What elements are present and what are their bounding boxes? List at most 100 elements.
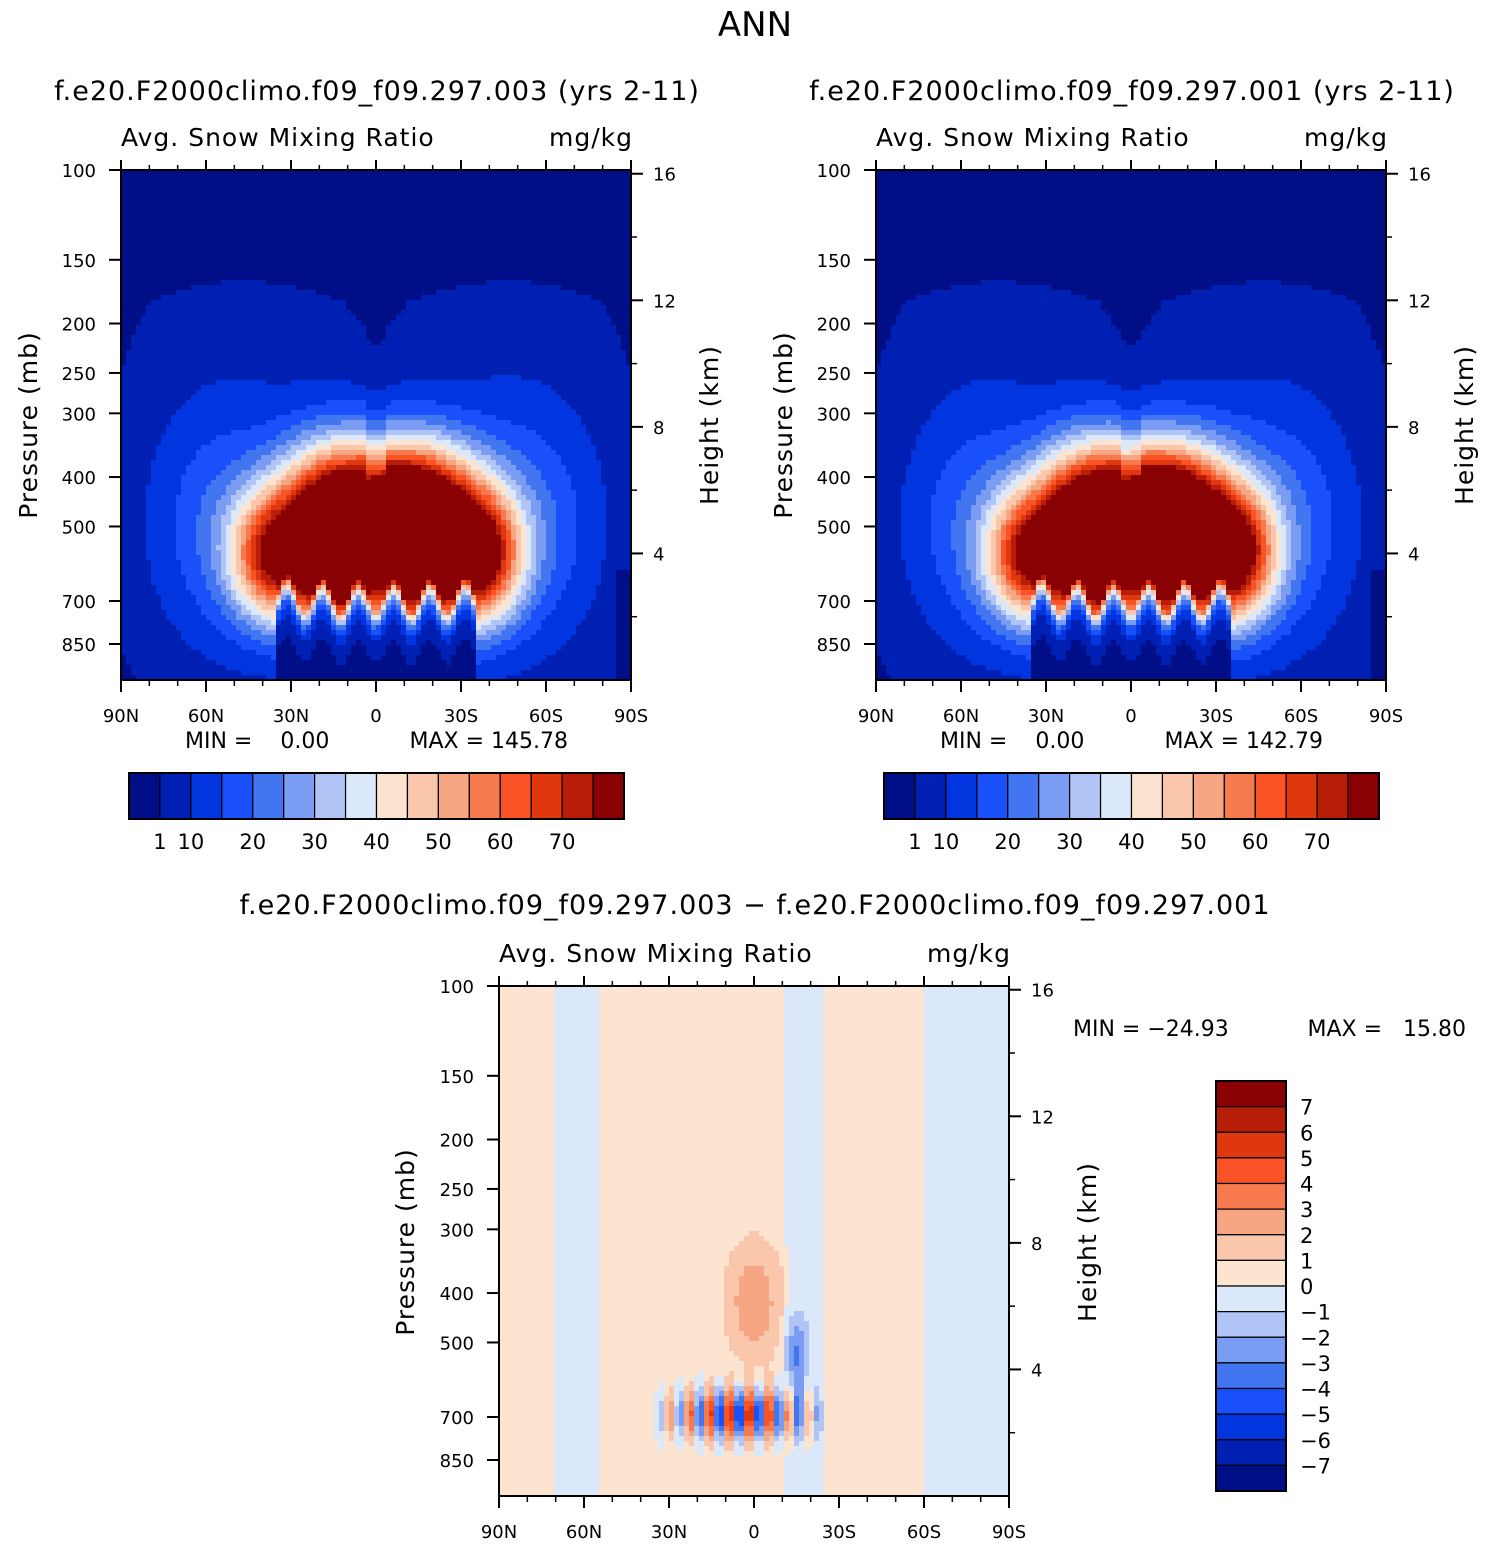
field-cell <box>336 260 342 266</box>
field-cell <box>206 390 212 396</box>
field-cell <box>386 260 392 266</box>
field-cell <box>471 315 477 321</box>
field-cell <box>206 315 212 321</box>
field-cell <box>496 320 502 326</box>
field-cell <box>246 200 252 206</box>
field-cell <box>246 400 252 406</box>
field-cell <box>556 335 562 341</box>
field-cell <box>326 230 332 236</box>
field-cell <box>576 215 582 221</box>
field-cell <box>606 390 612 396</box>
field-cell <box>516 365 522 371</box>
field-cell <box>581 210 587 216</box>
field-cell <box>366 220 372 226</box>
field-cell <box>366 240 372 246</box>
field-cell <box>271 325 277 331</box>
field-cell <box>216 190 222 196</box>
field-cell <box>241 265 247 271</box>
field-cell <box>351 280 357 286</box>
field-cell <box>421 370 427 376</box>
field-cell <box>526 400 532 406</box>
field-cell <box>556 240 562 246</box>
field-cell <box>351 265 357 271</box>
field-cell <box>421 180 427 186</box>
field-cell <box>426 275 432 281</box>
field-cell <box>371 265 377 271</box>
field-cell <box>376 340 382 346</box>
field-cell <box>581 325 587 331</box>
field-cell <box>201 230 207 236</box>
field-cell <box>141 255 147 261</box>
field-cell <box>131 325 137 331</box>
field-cell <box>186 320 192 326</box>
field-cell <box>541 230 547 236</box>
field-cell <box>136 235 142 241</box>
field-cell <box>571 325 577 331</box>
field-cell <box>161 350 167 356</box>
field-cell <box>241 330 247 336</box>
field-cell <box>426 255 432 261</box>
field-cell <box>381 205 387 211</box>
field-cell <box>181 200 187 206</box>
field-cell <box>346 395 352 401</box>
field-cell <box>176 285 182 291</box>
field-cell <box>621 245 627 251</box>
field-cell <box>436 215 442 221</box>
field-cell <box>536 180 542 186</box>
field-cell <box>576 395 582 401</box>
field-cell <box>171 360 177 366</box>
field-cell <box>236 205 242 211</box>
field-cell <box>531 365 537 371</box>
field-cell <box>351 370 357 376</box>
field-cell <box>601 390 607 396</box>
field-cell <box>371 290 377 296</box>
field-cell <box>341 310 347 316</box>
field-cell <box>211 185 217 191</box>
field-cell <box>431 205 437 211</box>
field-cell <box>156 245 162 251</box>
field-cell <box>306 220 312 226</box>
field-cell <box>626 385 631 391</box>
field-cell <box>556 170 562 176</box>
field-cell <box>611 325 617 331</box>
field-cell <box>136 330 142 336</box>
field-cell <box>411 295 417 301</box>
field-cell <box>371 260 377 266</box>
field-cell <box>421 350 427 356</box>
field-cell <box>541 370 547 376</box>
field-cell <box>221 240 227 246</box>
field-cell <box>451 260 457 266</box>
field-cell <box>366 285 372 291</box>
field-cell <box>406 300 412 306</box>
field-cell <box>201 285 207 291</box>
field-cell <box>146 340 152 346</box>
field-cell <box>451 225 457 231</box>
field-cell <box>436 275 442 281</box>
field-cell <box>351 275 357 281</box>
field-cell <box>251 175 257 181</box>
field-cell <box>171 340 177 346</box>
field-cell <box>496 295 502 301</box>
field-cell <box>121 215 127 221</box>
field-cell <box>186 350 192 356</box>
field-cell <box>266 225 272 231</box>
field-cell <box>256 390 262 396</box>
field-cell <box>486 300 492 306</box>
field-cell <box>536 285 542 291</box>
field-cell <box>286 220 292 226</box>
field-cell <box>326 380 332 386</box>
field-cell <box>521 305 527 311</box>
field-cell <box>586 265 592 271</box>
field-cell <box>511 385 517 391</box>
field-cell <box>486 320 492 326</box>
field-cell <box>541 285 547 291</box>
field-cell <box>211 300 217 306</box>
field-cell <box>536 175 542 181</box>
field-cell <box>281 220 287 226</box>
field-cell <box>371 385 377 391</box>
field-cell <box>211 410 217 416</box>
field-cell <box>206 370 212 376</box>
field-cell <box>196 185 202 191</box>
field-cell <box>626 180 631 186</box>
field-cell <box>536 275 542 281</box>
